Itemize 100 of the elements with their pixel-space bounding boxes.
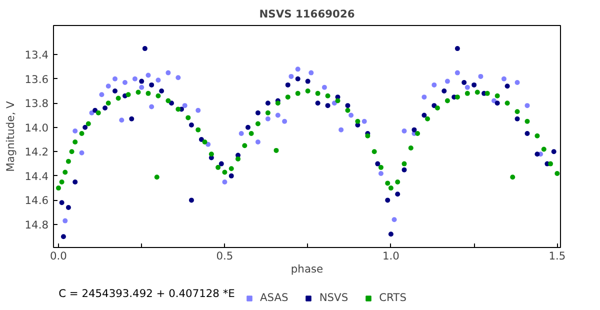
- point: [392, 217, 397, 222]
- y-tick-label: 13.4: [24, 48, 49, 62]
- point: [119, 118, 124, 123]
- point: [345, 103, 350, 108]
- point: [472, 82, 477, 88]
- point: [282, 118, 288, 124]
- x-tick-label: 1.5: [548, 250, 566, 262]
- point: [295, 66, 300, 72]
- point: [112, 76, 118, 82]
- point: [534, 152, 540, 157]
- point: [112, 88, 118, 94]
- point: [139, 84, 144, 90]
- point: [99, 92, 104, 98]
- point: [551, 149, 556, 154]
- legend-label: CRTS: [379, 291, 406, 304]
- point: [305, 78, 310, 84]
- point: [196, 108, 201, 113]
- y-tick-label: 13.6: [24, 72, 49, 86]
- point: [66, 204, 71, 210]
- y-tick-label: 14.2: [24, 146, 49, 159]
- point: [228, 173, 234, 178]
- point: [362, 118, 367, 124]
- point: [514, 116, 520, 122]
- x-tick-label: 0.5: [216, 250, 234, 262]
- point: [198, 137, 204, 142]
- point: [402, 128, 407, 134]
- point: [79, 150, 84, 156]
- point: [462, 80, 467, 86]
- point: [422, 112, 427, 118]
- point: [146, 72, 151, 78]
- point: [60, 234, 66, 240]
- point: [285, 82, 290, 88]
- point: [514, 80, 520, 86]
- point: [72, 179, 78, 184]
- point: [385, 198, 390, 203]
- point: [422, 94, 427, 100]
- point: [295, 76, 300, 82]
- point: [149, 82, 154, 88]
- y-tick-label: 14.4: [24, 170, 49, 183]
- point: [478, 74, 484, 79]
- point: [492, 98, 497, 104]
- point: [501, 76, 506, 82]
- point: [494, 100, 500, 106]
- point: [308, 70, 314, 76]
- point: [348, 112, 354, 118]
- point: [432, 103, 437, 108]
- point: [62, 218, 68, 224]
- point: [332, 100, 337, 106]
- point: [432, 82, 437, 88]
- point: [402, 167, 407, 172]
- point: [245, 124, 250, 130]
- point: [442, 88, 447, 94]
- point: [395, 192, 400, 197]
- point: [255, 110, 260, 116]
- point: [106, 84, 111, 89]
- point: [176, 75, 181, 80]
- point: [122, 80, 128, 86]
- point: [156, 78, 161, 83]
- point: [142, 46, 148, 52]
- point: [129, 116, 134, 122]
- point: [182, 103, 188, 108]
- point: [378, 171, 384, 176]
- x-tick-label: 1.0: [382, 250, 400, 262]
- y-tick-label: 14.6: [24, 194, 49, 208]
- point: [265, 100, 270, 106]
- point: [524, 103, 530, 108]
- x-tick-label: 0.0: [50, 250, 68, 262]
- point: [188, 198, 194, 203]
- legend-label: NSVS: [319, 291, 348, 304]
- point: [265, 116, 270, 122]
- point: [222, 179, 228, 184]
- point: [454, 70, 460, 76]
- point: [275, 112, 280, 118]
- point: [325, 103, 330, 108]
- x-axis-title: phase: [290, 262, 324, 276]
- point: [59, 200, 64, 206]
- point: [375, 161, 380, 166]
- point: [139, 78, 144, 84]
- point: [149, 104, 154, 110]
- point: [322, 84, 327, 90]
- point: [524, 130, 530, 136]
- point: [338, 127, 344, 132]
- point: [206, 142, 211, 147]
- y-axis-title: Magnitude, V: [4, 100, 17, 172]
- point: [238, 130, 244, 136]
- point: [218, 161, 224, 166]
- y-tick-label: 14.8: [24, 218, 49, 232]
- point: [82, 124, 88, 130]
- y-tick-label: 13.8: [24, 97, 49, 110]
- point: [166, 70, 171, 76]
- point: [412, 127, 417, 132]
- point: [315, 100, 320, 106]
- point: [288, 74, 294, 79]
- point: [132, 76, 138, 82]
- point: [72, 128, 78, 134]
- point: [464, 84, 470, 90]
- legend-label: ASAS: [260, 291, 288, 304]
- point: [169, 100, 174, 106]
- point: [388, 232, 394, 237]
- point: [504, 84, 510, 89]
